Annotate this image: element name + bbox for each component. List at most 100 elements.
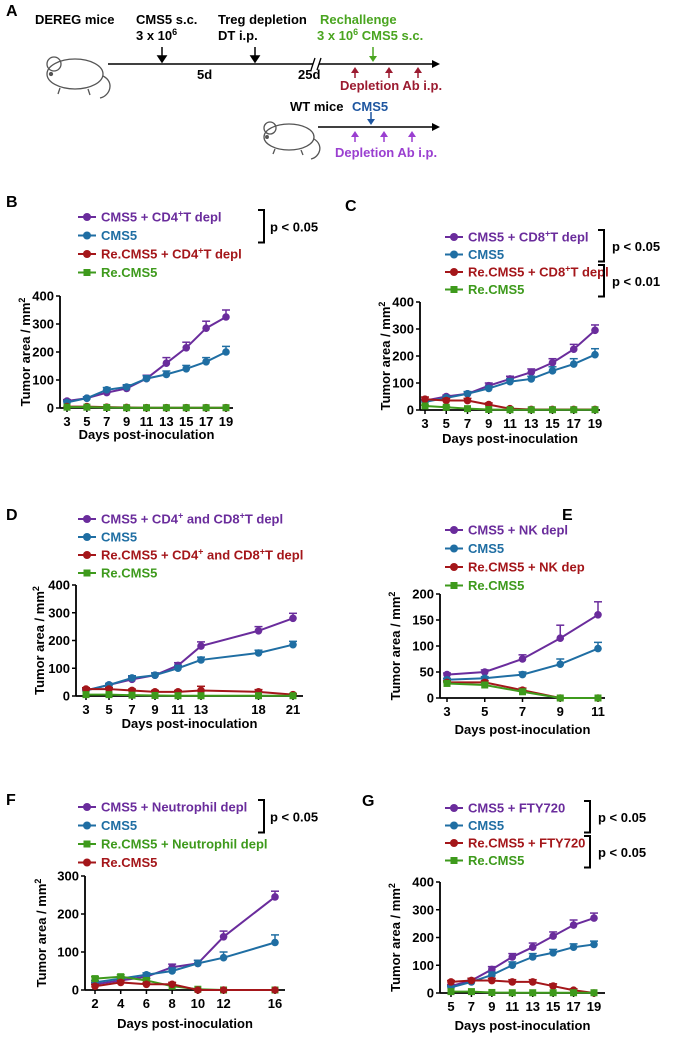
data-point <box>591 326 599 335</box>
significance-bracket: p < 0.05 <box>258 799 318 834</box>
data-point <box>197 692 205 700</box>
data-point <box>591 406 599 414</box>
legend-text: CMS5 <box>101 228 137 243</box>
y-tick-label: 200 <box>57 907 79 922</box>
y-axis-label-text: Tumor area / mm <box>32 591 47 695</box>
data-point <box>508 989 516 997</box>
legend-sup: + <box>240 511 245 521</box>
p-value-label: p < 0.05 <box>270 219 318 234</box>
legend-text: CMS5 + FTY720 <box>468 801 565 816</box>
legend-text: Re.CMS5 + CD8 <box>468 265 565 280</box>
y-axis-label: Tumor area / mm2 <box>31 586 47 695</box>
data-point <box>443 679 451 687</box>
significance-bracket: p < 0.05 <box>258 209 318 244</box>
depletion-ab-label-top: Depletion Ab i.p. <box>340 78 442 93</box>
data-point <box>488 988 496 996</box>
depletion-arrow-icon <box>408 131 416 142</box>
legend-text: Re.CMS5 <box>101 855 157 870</box>
legend-entry: Re.CMS5 + Neutrophil depl <box>78 837 268 852</box>
legend-label: Re.CMS5 <box>101 566 157 581</box>
y-tick-label: 0 <box>72 983 79 998</box>
p-value-label: p < 0.01 <box>612 274 660 289</box>
legend-marker <box>450 563 458 571</box>
data-point <box>151 671 159 679</box>
legend-label: Re.CMS5 <box>468 578 524 593</box>
y-tick-label: 400 <box>412 875 434 890</box>
data-point <box>117 973 125 981</box>
x-tick-label: 17 <box>199 414 213 429</box>
data-point <box>528 943 537 952</box>
legend-entry: CMS5 + CD4+ and CD8+T depl <box>78 511 283 527</box>
data-point <box>556 694 564 702</box>
data-point <box>182 404 190 412</box>
y-tick-label: 100 <box>412 958 434 973</box>
legend-entry: Re.CMS5 <box>445 578 524 593</box>
x-tick-label: 15 <box>179 414 193 429</box>
dt-injection-arrow-icon <box>249 47 261 64</box>
data-point <box>194 959 202 968</box>
legend-text: CMS5 + NK depl <box>468 523 568 538</box>
legend-entry: CMS5 <box>445 818 504 833</box>
legend-entry: Re.CMS5 + CD4+ and CD8+T depl <box>78 547 303 563</box>
legend-text: CMS5 + CD4 <box>101 210 179 225</box>
legend-entry: Re.CMS5 <box>78 566 157 581</box>
y-tick-label: 100 <box>48 661 70 676</box>
x-axis-label: Days post-inoculation <box>455 1018 591 1033</box>
legend-text: T depl <box>570 265 608 280</box>
data-point <box>289 640 297 649</box>
y-tick-label: 0 <box>407 403 414 418</box>
x-axis-label: Days post-inoculation <box>117 1016 253 1031</box>
legend-marker <box>83 858 91 867</box>
wt-cms5-label: CMS5 <box>352 99 388 114</box>
legend-marker <box>450 857 458 864</box>
series-0 <box>82 612 297 695</box>
cms5-inoculation-arrow-icon <box>156 47 168 64</box>
series-line <box>86 688 294 696</box>
data-point <box>484 384 493 393</box>
data-point <box>527 368 536 377</box>
data-point <box>463 390 472 398</box>
legend-entry: CMS5 + FTY720 <box>445 801 565 816</box>
panel-letter: F <box>6 792 16 809</box>
treg-depletion-label: Treg depletion <box>218 12 307 27</box>
x-tick-label: 19 <box>588 416 602 431</box>
legend-text: T depl <box>550 230 588 245</box>
legend-sup: + <box>178 209 183 219</box>
data-point <box>556 660 565 668</box>
x-tick-label: 5 <box>105 702 112 717</box>
legend-label: Re.CMS5 <box>101 855 157 870</box>
data-point <box>82 685 90 693</box>
x-tick-label: 13 <box>194 702 208 717</box>
data-point <box>219 986 228 994</box>
legend-marker <box>83 250 91 258</box>
chart-panel-b: B 0 100 200 300 400 3 5 7 9 11 13 15 17 19 Days post-in… <box>6 194 318 442</box>
p-value-label: p < 0.05 <box>598 845 646 860</box>
data-point <box>508 961 517 970</box>
legend-text: T depl <box>265 548 303 563</box>
legend-marker <box>450 839 458 847</box>
chart-panel-d: D 0 100 200 300 400 3 5 7 9 11 13 18 21 Days post-inoc… <box>6 507 303 731</box>
legend-marker <box>450 544 458 553</box>
data-point <box>142 971 151 979</box>
y-axis-label: Tumor area / mm2 <box>377 302 393 411</box>
legend-marker <box>450 821 458 830</box>
data-point <box>83 394 91 403</box>
data-point <box>549 989 557 997</box>
legend-text: CMS5 + CD4 <box>101 512 179 527</box>
legend-label: CMS5 + FTY720 <box>468 801 565 816</box>
legend-text: CMS5 + CD8 <box>468 230 545 245</box>
legend-marker <box>83 269 91 276</box>
legend-entry: CMS5 + NK depl <box>445 523 568 538</box>
dereg-mice-label: DEREG mice <box>35 12 114 27</box>
data-point <box>255 692 262 700</box>
data-point <box>447 988 455 996</box>
x-tick-label: 7 <box>128 702 135 717</box>
legend-marker <box>83 231 91 240</box>
x-tick-label: 7 <box>464 416 471 431</box>
data-point <box>202 324 210 333</box>
legend-marker <box>450 526 458 534</box>
day25-label: 25d <box>298 67 320 82</box>
series-3 <box>91 978 279 994</box>
depletion-arrow-icon <box>414 67 422 78</box>
